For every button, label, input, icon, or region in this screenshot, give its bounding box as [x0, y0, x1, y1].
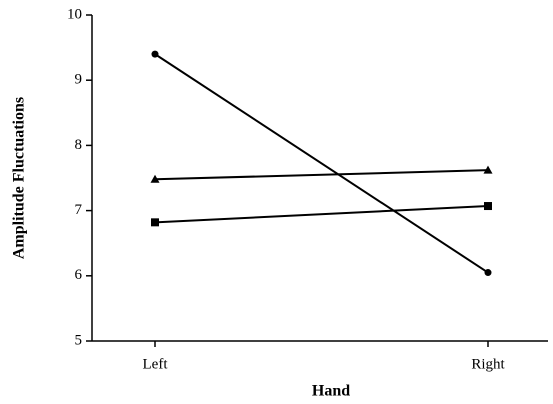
- x-tick-label: Left: [143, 356, 169, 372]
- point: [150, 174, 160, 183]
- series-line: [154, 53, 489, 274]
- x-axis-label: Hand: [312, 383, 350, 400]
- y-tick-label: 6: [75, 267, 83, 283]
- point: [151, 218, 159, 227]
- y-tick-label: 8: [75, 137, 83, 153]
- series-line: [154, 169, 489, 181]
- point: [484, 202, 492, 211]
- x-tick-label: Right: [471, 356, 505, 372]
- point: [151, 50, 159, 58]
- y-tick-label: 7: [75, 202, 83, 218]
- point: [484, 269, 492, 277]
- y-tick-label: 5: [75, 332, 83, 348]
- y-tick-label: 9: [75, 72, 83, 88]
- series-line: [154, 205, 489, 224]
- y-axis-label: Amplitude Fluctuations: [11, 97, 28, 259]
- y-tick-label: 10: [67, 6, 82, 22]
- point: [483, 165, 493, 174]
